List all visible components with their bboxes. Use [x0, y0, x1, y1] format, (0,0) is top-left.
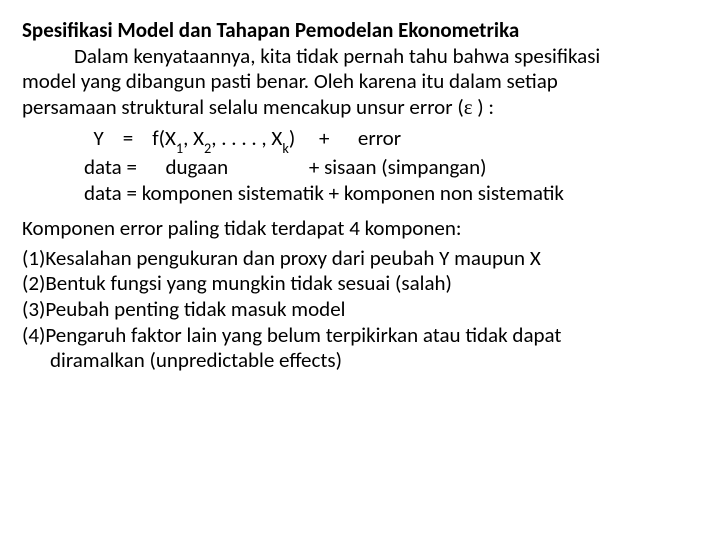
list-item-3: (3)Peubah penting tidak masuk model [22, 297, 698, 323]
eq-error: error [358, 125, 401, 151]
page-title: Spesifikasi Model dan Tahapan Pemodelan … [22, 18, 698, 44]
intro-line-2: model yang dibangun pasti benar. Oleh ka… [22, 68, 558, 94]
equation-block: Y = f(X1, X2, . . . . , Xk) + error data… [84, 126, 698, 206]
eq-mid2: , . . . . , X [211, 125, 282, 151]
eq-sub-2: 2 [204, 139, 211, 157]
eq-mid1: , X [183, 125, 204, 151]
list-item-2: (2)Bentuk fungsi yang mungkin tidak sesu… [22, 271, 698, 297]
intro-line-3-post: ) : [473, 94, 494, 120]
intro-paragraph: Dalam kenyataannya, kita tidak pernah ta… [22, 44, 698, 121]
error-components-list: (1)Kesalahan pengukuran dan proxy dari p… [22, 246, 698, 374]
equation-line-3: data = komponen sistematik + komponen no… [84, 181, 698, 207]
error-components-intro: Komponen error paling tidak terdapat 4 k… [22, 216, 698, 242]
eq-equals: = [123, 125, 133, 151]
equation-line-2: data = dugaan + sisaan (simpangan) [84, 155, 698, 181]
eq-fx-open: f(X [152, 125, 176, 151]
list-item-4-line-1: (4)Pengaruh faktor lain yang belum terpi… [22, 323, 698, 349]
eq2-rhs: + sisaan (simpangan) [309, 154, 487, 180]
eq-close: ) [289, 125, 295, 151]
list-item-1: (1)Kesalahan pengukuran dan proxy dari p… [22, 246, 698, 272]
equation-line-1: Y = f(X1, X2, . . . . , Xk) + error [84, 126, 698, 155]
eq-y: Y [94, 125, 104, 151]
intro-line-3-pre: persamaan struktural selalu mencakup uns… [22, 94, 464, 120]
eq-sub-k: k [282, 139, 289, 157]
eq-sub-1: 1 [176, 139, 183, 157]
eq-plus: + [319, 125, 329, 151]
eq2-lhs: data = [84, 154, 137, 180]
intro-line-1: Dalam kenyataannya, kita tidak pernah ta… [22, 44, 698, 70]
epsilon-symbol: ε [464, 95, 473, 119]
list-item-4-line-2: diramalkan (unpredictable effects) [22, 348, 698, 374]
eq2-mid: dugaan [165, 154, 228, 180]
intro-text-1: Dalam kenyataannya, kita tidak pernah ta… [48, 43, 600, 69]
